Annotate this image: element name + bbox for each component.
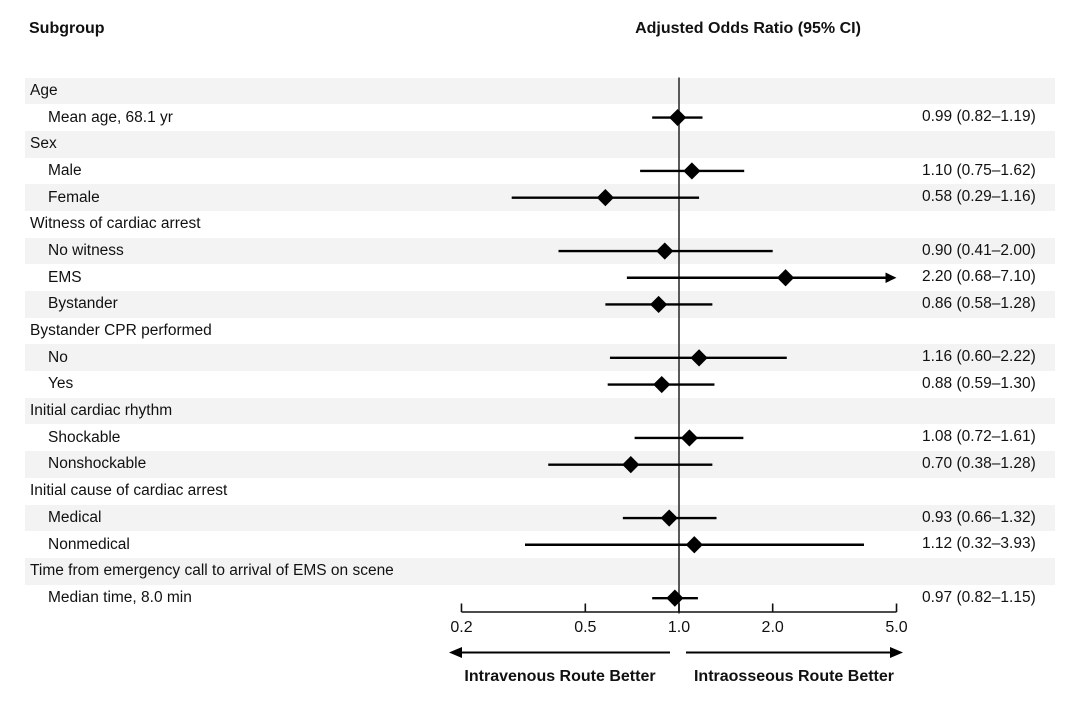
row-label: Initial cause of cardiac arrest xyxy=(30,482,228,500)
subgroup-row: No 1.16 (0.60–2.22) xyxy=(25,344,1055,372)
row-label: Age xyxy=(30,81,58,99)
row-label: Shockable xyxy=(48,428,121,446)
row-label: Mean age, 68.1 yr xyxy=(48,108,173,126)
subgroup-row: Shockable 1.08 (0.72–1.61) xyxy=(25,424,1055,451)
odds-ratio-value: 0.58 (0.29–1.16) xyxy=(922,188,1036,206)
row-label: Yes xyxy=(48,375,74,393)
subgroup-row: EMS 2.20 (0.68–7.10) xyxy=(25,264,1055,291)
row-label: Female xyxy=(48,188,100,206)
row-label: Nonmedical xyxy=(48,535,130,553)
odds-ratio-value: 1.12 (0.32–3.93) xyxy=(922,535,1036,553)
subgroup-row: Male 1.10 (0.75–1.62) xyxy=(25,158,1055,185)
odds-ratio-value: 1.16 (0.60–2.22) xyxy=(922,348,1036,366)
axis-tick-label: 5.0 xyxy=(885,619,907,636)
row-label: Initial cardiac rhythm xyxy=(30,402,173,420)
odds-ratio-value: 0.86 (0.58–1.28) xyxy=(922,295,1036,312)
odds-ratio-value: 0.88 (0.59–1.30) xyxy=(922,375,1036,393)
group-row: Initial cardiac rhythm xyxy=(25,397,1055,425)
group-row: Witness of cardiac arrest xyxy=(25,211,1055,238)
odds-ratio-column-header: Adjusted Odds Ratio (95% CI) xyxy=(635,20,861,37)
row-label: Sex xyxy=(30,135,57,153)
odds-ratio-value: 1.08 (0.72–1.61) xyxy=(922,428,1036,446)
right-arrowhead-icon xyxy=(890,647,903,658)
group-row: Age xyxy=(25,77,1055,105)
subgroup-row: Bystander 0.86 (0.58–1.28) xyxy=(25,291,1055,318)
row-label: Bystander CPR performed xyxy=(30,322,212,340)
group-row: Sex xyxy=(25,130,1055,158)
subgroup-row: Median time, 8.0 min 0.97 (0.82–1.15) xyxy=(25,585,1055,612)
row-label: EMS xyxy=(48,268,82,286)
odds-ratio-value: 0.70 (0.38–1.28) xyxy=(922,455,1036,473)
row-label: Bystander xyxy=(48,295,118,313)
row-label: Male xyxy=(48,161,82,179)
row-label: Median time, 8.0 min xyxy=(48,588,192,606)
subgroup-row: Mean age, 68.1 yr 0.99 (0.82–1.19) xyxy=(25,104,1055,131)
left-direction-label: Intravenous Route Better xyxy=(464,668,655,685)
group-row: Bystander CPR performed xyxy=(25,318,1055,345)
row-label: Witness of cardiac arrest xyxy=(30,215,201,233)
subgroup-row: Medical 0.93 (0.66–1.32) xyxy=(25,504,1055,532)
odds-ratio-value: 2.20 (0.68–7.10) xyxy=(922,268,1036,286)
row-label: Time from emergency call to arrival of E… xyxy=(30,562,394,580)
odds-ratio-value: 0.97 (0.82–1.15) xyxy=(922,588,1036,606)
subgroup-row: No witness 0.90 (0.41–2.00) xyxy=(25,237,1055,265)
subgroup-row: Nonshockable 0.70 (0.38–1.28) xyxy=(25,451,1055,478)
subgroup-column-header: Subgroup xyxy=(29,20,105,37)
odds-ratio-value: 1.10 (0.75–1.62) xyxy=(922,161,1036,179)
row-label: Nonshockable xyxy=(48,455,147,473)
subgroup-row: Nonmedical 1.12 (0.32–3.93) xyxy=(25,531,1055,558)
left-arrowhead-icon xyxy=(449,647,462,658)
axis-tick-label: 1.0 xyxy=(668,619,690,636)
row-label: No witness xyxy=(48,241,124,259)
subgroup-rows: Age Mean age, 68.1 yr 0.99 (0.82–1.19) Sex M… xyxy=(25,77,1055,612)
odds-ratio-value: 0.93 (0.66–1.32) xyxy=(922,508,1036,526)
row-label: Medical xyxy=(48,508,102,526)
axis-tick-label: 2.0 xyxy=(762,619,784,636)
axis-tick-label: 0.5 xyxy=(574,619,596,636)
right-direction-label: Intraosseous Route Better xyxy=(694,668,894,685)
odds-ratio-value: 0.99 (0.82–1.19) xyxy=(922,108,1036,126)
group-row: Time from emergency call to arrival of E… xyxy=(25,557,1055,585)
subgroup-row: Yes 0.88 (0.59–1.30) xyxy=(25,371,1055,398)
subgroup-row: Female 0.58 (0.29–1.16) xyxy=(25,184,1055,211)
odds-ratio-value: 0.90 (0.41–2.00) xyxy=(922,241,1036,259)
group-row: Initial cause of cardiac arrest xyxy=(25,478,1055,505)
axis-tick-label: 0.2 xyxy=(450,619,472,636)
row-label: No xyxy=(48,348,68,366)
